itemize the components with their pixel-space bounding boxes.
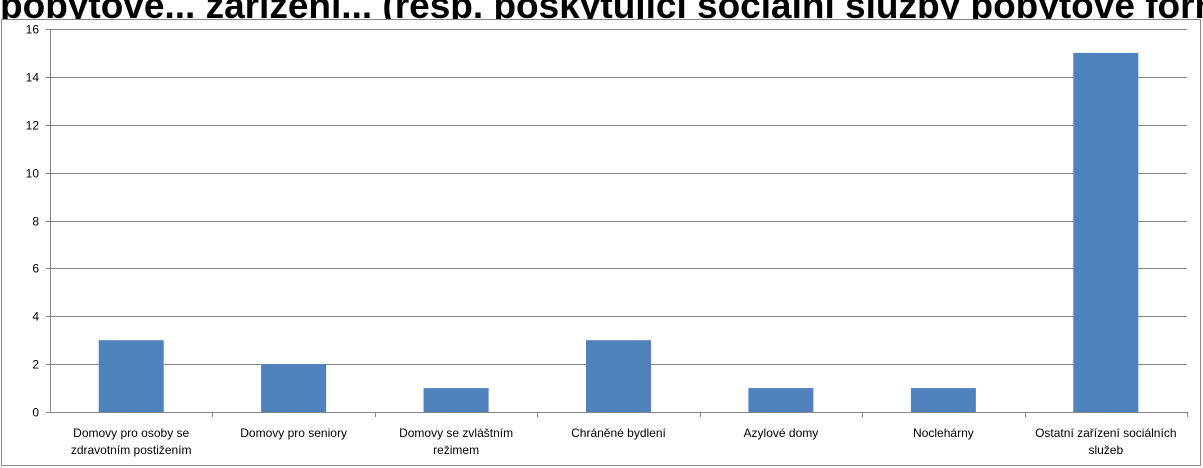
x-tick-label: Noclehárny [913, 426, 974, 440]
bars [98, 52, 1139, 413]
y-tick-label: 4 [32, 310, 39, 324]
x-tick-label-line: zdravotním postižením [71, 443, 192, 457]
x-axis: Domovy pro osoby se zdravotním postižením… [50, 412, 1188, 457]
x-tick-label-line: Domovy pro osoby se [73, 426, 189, 440]
x-tick-label-line: Azylové domy [744, 426, 819, 440]
x-tick-label: Domovy se zvláštním režimem [399, 426, 513, 457]
x-tick-label: Domovy pro osoby se zdravotním postižením [71, 426, 192, 457]
y-tick-label: 12 [26, 119, 40, 133]
y-axis: 0 2 4 6 8 10 12 14 16 [26, 23, 51, 420]
x-tick-label: Azylové domy [744, 426, 819, 440]
x-tick-label: Ostatní zařízení sociálních služeb [1035, 426, 1176, 457]
bar [98, 340, 164, 412]
y-tick-label: 8 [32, 215, 39, 229]
x-tick-label-line: režimem [433, 443, 479, 457]
y-tick-label: 6 [32, 262, 39, 276]
x-tick-label-line: Domovy se zvláštním [399, 426, 513, 440]
gridlines [50, 29, 1187, 365]
x-tick-label-line: Noclehárny [913, 426, 974, 440]
x-tick-label: Chráněné bydlení [571, 426, 666, 440]
y-tick-label: 2 [32, 358, 39, 372]
x-tick-label-line: služeb [1088, 443, 1123, 457]
y-tick-label: 10 [26, 167, 40, 181]
bar [586, 340, 651, 412]
y-tick-label: 16 [26, 23, 40, 37]
bar [261, 364, 327, 412]
x-tick-label-line: Domovy pro seniory [240, 426, 347, 440]
bar [1073, 52, 1139, 413]
x-tick-label-line: Chráněné bydlení [571, 426, 666, 440]
y-tick-label: 14 [26, 71, 40, 85]
y-tick-label: 0 [32, 406, 39, 420]
bar [910, 388, 976, 412]
x-tick-label: Domovy pro seniory [240, 426, 347, 440]
x-tick-label-line: Ostatní zařízení sociálních [1035, 426, 1176, 440]
bar [423, 388, 489, 412]
bar [748, 388, 814, 412]
